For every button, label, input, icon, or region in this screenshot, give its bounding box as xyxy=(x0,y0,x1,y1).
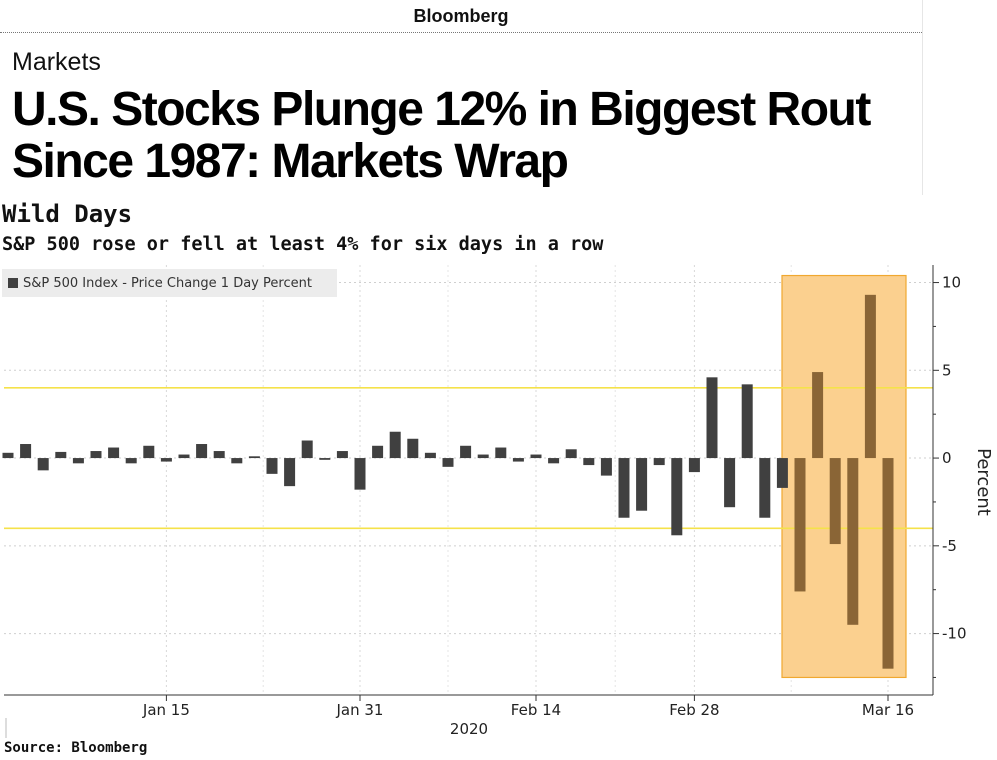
bar-feb-20 xyxy=(583,458,595,466)
bar-jan-13 xyxy=(125,458,137,464)
masthead[interactable]: Bloomberg xyxy=(0,0,922,33)
reference-lines xyxy=(4,387,933,530)
bar-feb-21 xyxy=(600,458,612,476)
bar-mar-4 xyxy=(741,384,753,459)
bar-mar-12 xyxy=(847,458,859,625)
bar-mar-2 xyxy=(706,377,718,459)
brand-logo: Bloomberg xyxy=(413,5,509,26)
bar-feb-10 xyxy=(460,445,472,459)
bar-mar-10 xyxy=(812,372,824,459)
y-axis-label: Percent xyxy=(973,448,994,516)
bar-jan-10 xyxy=(108,447,120,459)
x-tick-label: Jan 15 xyxy=(142,701,190,719)
column-divider xyxy=(922,0,923,195)
axes: 10 5 0 -5 -10 Jan 15 Jan 31 Feb 14 Feb 28 Mar 16 xyxy=(4,265,967,738)
bar-jan-2 xyxy=(2,452,14,459)
bar-jan-23 xyxy=(248,456,260,459)
legend-label: S&P 500 Index - Price Change 1 Day Perce… xyxy=(23,275,312,291)
y-tick-label: -10 xyxy=(942,625,967,643)
bar-mar-3 xyxy=(724,458,736,508)
bar-feb-26 xyxy=(653,458,665,466)
bar-jan-7 xyxy=(55,451,67,459)
bar-feb-3 xyxy=(372,445,384,459)
bar-jan-24 xyxy=(266,458,278,474)
bars xyxy=(2,294,894,669)
bar-feb-14 xyxy=(530,454,542,459)
bar-feb-25 xyxy=(636,458,648,511)
x-tick-label: Jan 31 xyxy=(336,701,384,719)
bar-jan-17 xyxy=(196,444,208,459)
legend-swatch xyxy=(8,278,18,288)
chart-subtitle: S&P 500 rose or fell at least 4% for six… xyxy=(2,234,604,255)
bar-mar-9 xyxy=(794,458,806,592)
bar-jan-3 xyxy=(20,444,32,459)
bar-mar-11 xyxy=(829,458,841,545)
bar-feb-19 xyxy=(565,449,577,459)
bar-jan-28 xyxy=(301,440,313,459)
bar-jan-21 xyxy=(213,451,225,459)
bar-jan-30 xyxy=(336,451,348,459)
bar-feb-13 xyxy=(512,458,524,462)
bar-mar-13 xyxy=(864,294,876,459)
bar-feb-24 xyxy=(618,458,630,518)
x-tick-label: Feb 14 xyxy=(511,701,561,719)
bar-jan-14 xyxy=(143,445,155,459)
x-tick-label: Feb 28 xyxy=(669,701,719,719)
bar-jan-6 xyxy=(37,458,49,471)
bar-jan-15 xyxy=(160,458,172,462)
headline: U.S. Stocks Plunge 12% in Biggest Rout S… xyxy=(12,83,871,188)
bar-jan-31 xyxy=(354,458,366,490)
x-year-label: 2020 xyxy=(450,720,488,738)
bar-feb-12 xyxy=(495,447,507,459)
bar-mar-6 xyxy=(776,458,788,488)
y-tick-label: 5 xyxy=(942,361,952,379)
x-tick-label: Mar 16 xyxy=(862,701,914,719)
bar-jan-9 xyxy=(90,451,102,459)
section-label[interactable]: Markets xyxy=(12,48,101,76)
bar-feb-18 xyxy=(548,458,560,464)
source-note: Source: Bloomberg xyxy=(4,740,148,756)
bar-feb-4 xyxy=(389,431,401,459)
bar-jan-16 xyxy=(178,454,190,459)
bar-mar-5 xyxy=(759,458,771,518)
y-tick-label: -5 xyxy=(942,537,957,555)
bar-feb-27 xyxy=(671,458,683,536)
bar-jan-29 xyxy=(319,458,331,460)
bar-jan-27 xyxy=(284,458,296,487)
bar-jan-22 xyxy=(231,458,243,464)
y-tick-label: 0 xyxy=(942,449,952,467)
bar-jan-8 xyxy=(72,458,84,464)
bar-feb-6 xyxy=(424,452,436,459)
bar-feb-5 xyxy=(407,438,419,459)
bar-feb-28 xyxy=(688,458,700,473)
y-tick-label: 10 xyxy=(942,274,961,292)
bar-feb-11 xyxy=(477,454,489,459)
chart-title: Wild Days xyxy=(2,200,133,228)
bar-mar-16 xyxy=(882,458,894,669)
bar-feb-7 xyxy=(442,458,454,467)
chart-legend: S&P 500 Index - Price Change 1 Day Perce… xyxy=(2,269,337,297)
